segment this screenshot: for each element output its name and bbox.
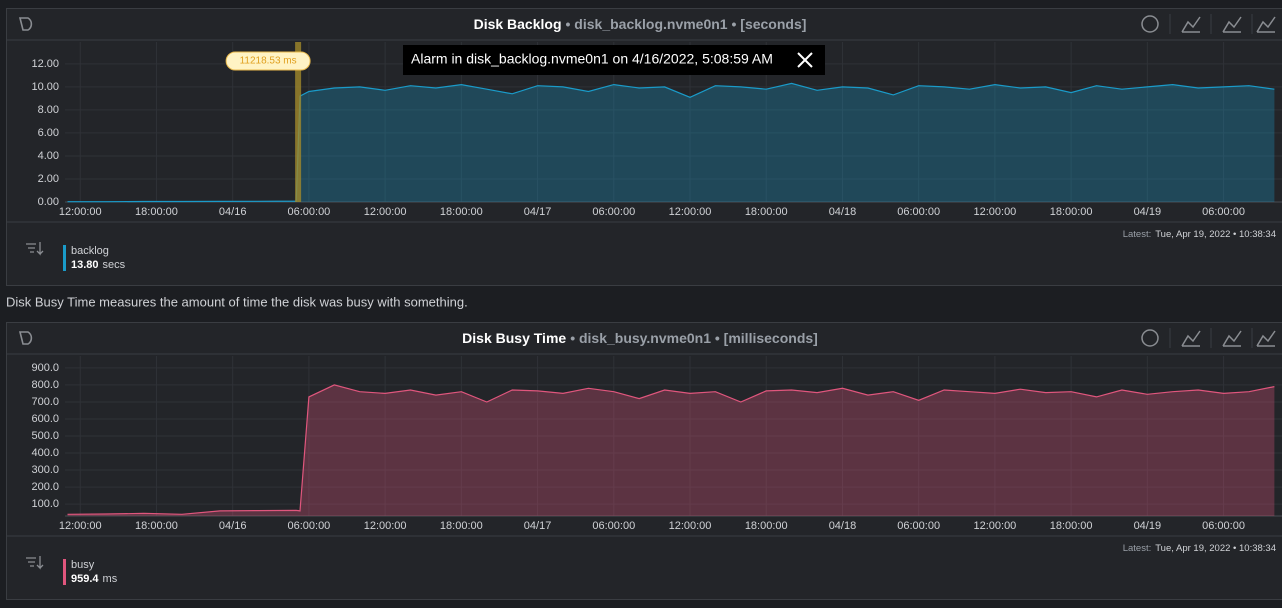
x-tick-label: 12:00:00 bbox=[669, 206, 712, 218]
x-tick-label: 04/18 bbox=[829, 206, 857, 218]
y-tick-label: 200.0 bbox=[31, 481, 59, 493]
title-main: Disk Busy Time bbox=[462, 330, 566, 346]
x-tick-label: 04/19 bbox=[1134, 206, 1162, 218]
legend-value: 959.4 ms bbox=[71, 573, 118, 585]
y-tick-label: 12.00 bbox=[31, 58, 59, 70]
x-tick-label: 12:00:00 bbox=[364, 520, 407, 532]
y-tick-label: 100.0 bbox=[31, 498, 59, 510]
x-tick-label: 12:00:00 bbox=[973, 520, 1016, 532]
legend-number: 959.4 bbox=[71, 573, 99, 585]
latest-label: Latest: bbox=[1123, 543, 1152, 554]
legend-value: 13.80 secs bbox=[71, 259, 126, 271]
latest: Latest:Tue, Apr 19, 2022 • 10:38:34 bbox=[1123, 229, 1276, 240]
x-tick-label: 12:00:00 bbox=[669, 520, 712, 532]
y-tick-label: 300.0 bbox=[31, 464, 59, 476]
x-tick-label: 04/16 bbox=[219, 520, 247, 532]
x-tick-label: 18:00:00 bbox=[440, 520, 483, 532]
y-tick-label: 4.00 bbox=[38, 150, 59, 162]
x-tick-label: 06:00:00 bbox=[592, 520, 635, 532]
x-tick-label: 04/19 bbox=[1134, 520, 1162, 532]
x-tick-label: 06:00:00 bbox=[1202, 206, 1245, 218]
latest: Latest:Tue, Apr 19, 2022 • 10:38:34 bbox=[1123, 543, 1276, 554]
title-main: Disk Backlog bbox=[474, 16, 562, 32]
x-tick-label: 04/18 bbox=[829, 520, 857, 532]
x-tick-label: 18:00:00 bbox=[440, 206, 483, 218]
description: Disk Busy Time measures the amount of ti… bbox=[6, 294, 468, 309]
chart-title: Disk Busy Time• disk_busy.nvme0n1 • [mil… bbox=[462, 330, 818, 346]
y-tick-label: 500.0 bbox=[31, 430, 59, 442]
x-tick-label: 06:00:00 bbox=[287, 206, 330, 218]
alarm-badge-label: 11218.53 ms bbox=[240, 56, 297, 67]
y-tick-label: 2.00 bbox=[38, 173, 59, 185]
title-sub: • disk_busy.nvme0n1 • [milliseconds] bbox=[570, 330, 818, 346]
x-tick-label: 04/17 bbox=[524, 206, 552, 218]
legend-name: busy bbox=[71, 559, 95, 571]
x-tick-label: 06:00:00 bbox=[1202, 520, 1245, 532]
x-tick-label: 12:00:00 bbox=[973, 206, 1016, 218]
y-tick-label: 0.00 bbox=[38, 196, 59, 208]
x-tick-label: 18:00:00 bbox=[745, 520, 788, 532]
y-tick-label: 8.00 bbox=[38, 104, 59, 116]
x-tick-label: 12:00:00 bbox=[364, 206, 407, 218]
x-tick-label: 04/16 bbox=[219, 206, 247, 218]
x-tick-label: 12:00:00 bbox=[59, 520, 102, 532]
y-tick-label: 600.0 bbox=[31, 413, 59, 425]
y-tick-label: 10.00 bbox=[31, 81, 59, 93]
x-tick-label: 04/17 bbox=[524, 520, 552, 532]
legend-swatch bbox=[63, 245, 66, 271]
latest-time: Tue, Apr 19, 2022 • 10:38:34 bbox=[1155, 543, 1276, 554]
y-tick-label: 900.0 bbox=[31, 362, 59, 374]
legend-unit: secs bbox=[103, 259, 126, 271]
y-tick-label: 6.00 bbox=[38, 127, 59, 139]
legend-unit: ms bbox=[103, 573, 118, 585]
x-tick-label: 06:00:00 bbox=[897, 520, 940, 532]
x-tick-label: 18:00:00 bbox=[135, 520, 178, 532]
x-tick-label: 06:00:00 bbox=[592, 206, 635, 218]
x-tick-label: 12:00:00 bbox=[59, 206, 102, 218]
title-sub: • disk_backlog.nvme0n1 • [seconds] bbox=[566, 16, 807, 32]
x-tick-label: 18:00:00 bbox=[1050, 520, 1093, 532]
y-tick-label: 400.0 bbox=[31, 447, 59, 459]
legend-name: backlog bbox=[71, 245, 109, 257]
x-tick-label: 18:00:00 bbox=[135, 206, 178, 218]
y-tick-label: 700.0 bbox=[31, 396, 59, 408]
x-tick-label: 18:00:00 bbox=[1050, 206, 1093, 218]
latest-label: Latest: bbox=[1123, 229, 1152, 240]
latest-time: Tue, Apr 19, 2022 • 10:38:34 bbox=[1155, 229, 1276, 240]
chart-title: Disk Backlog• disk_backlog.nvme0n1 • [se… bbox=[474, 16, 807, 32]
x-tick-label: 18:00:00 bbox=[745, 206, 788, 218]
alarm-tooltip-text: Alarm in disk_backlog.nvme0n1 on 4/16/20… bbox=[411, 51, 773, 67]
x-tick-label: 06:00:00 bbox=[287, 520, 330, 532]
x-tick-label: 06:00:00 bbox=[897, 206, 940, 218]
legend-number: 13.80 bbox=[71, 259, 99, 271]
legend-swatch bbox=[63, 559, 66, 585]
y-tick-label: 800.0 bbox=[31, 379, 59, 391]
